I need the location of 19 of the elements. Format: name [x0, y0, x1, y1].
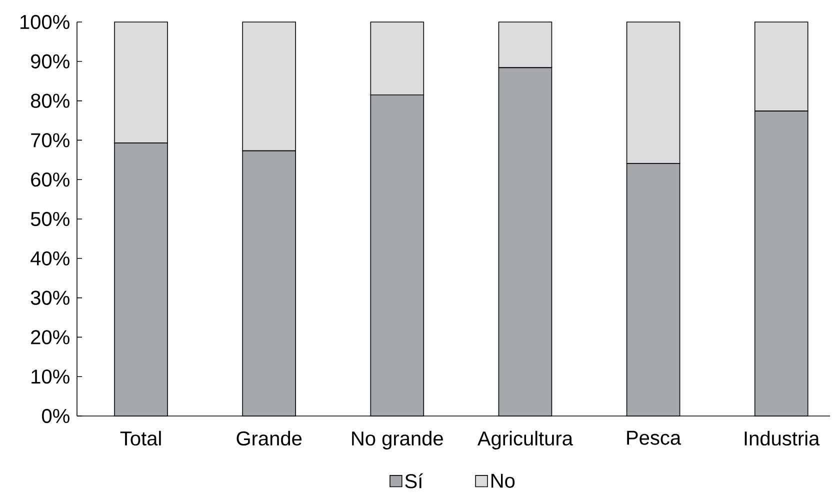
x-tick-label: Industria: [744, 430, 820, 446]
y-tick-label: 10%: [32, 370, 70, 384]
y-tick-label: 90%: [31, 54, 70, 68]
x-tick-label: Grande: [236, 430, 302, 446]
y-tick-label: 30%: [30, 290, 70, 305]
x-tick-label: No grande: [352, 430, 443, 450]
y-tick-label: 80%: [30, 94, 70, 108]
x-tick-label: Pesca: [627, 430, 682, 445]
x-tick-label: Agricultura: [477, 430, 574, 450]
y-tick-label: 40%: [30, 251, 70, 266]
y-tick-label: 70%: [31, 133, 70, 148]
y-tick-label: 100%: [20, 14, 70, 30]
y-tick-label: 60%: [31, 172, 70, 187]
y-tick-label: 20%: [31, 330, 70, 344]
legend-label: Sí: [405, 473, 424, 488]
y-tick-label: 50%: [30, 212, 70, 226]
y-tick-label: 0%: [42, 408, 70, 424]
x-tick-label: Total: [120, 430, 161, 446]
legend-label: No: [492, 474, 515, 488]
